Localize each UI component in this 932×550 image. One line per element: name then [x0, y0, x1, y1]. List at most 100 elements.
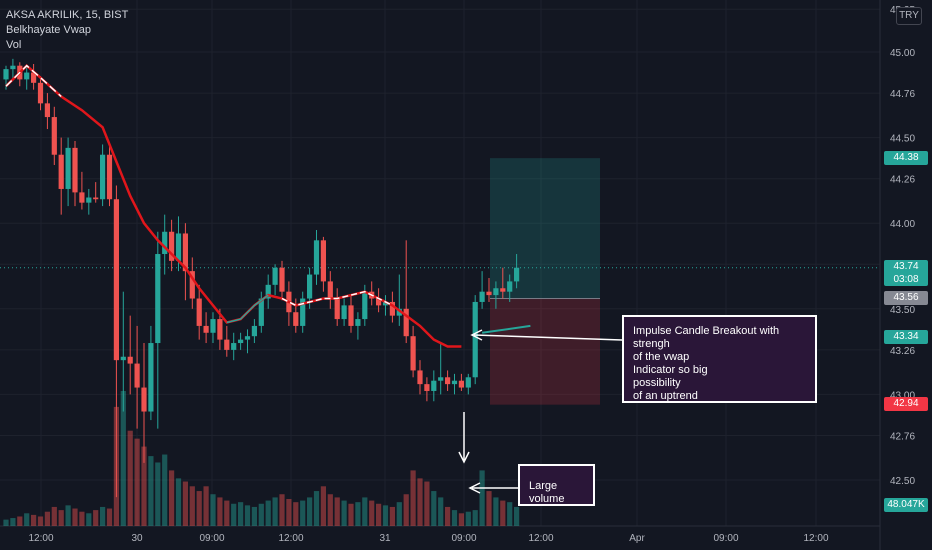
volume-bar: [417, 478, 423, 526]
time-tick-label: 12:00: [803, 533, 828, 544]
volume-bar: [51, 506, 57, 526]
price-tick-label: 42.50: [890, 476, 915, 487]
candle-body: [244, 336, 251, 340]
candle-body: [341, 305, 347, 320]
candle-body: [313, 240, 320, 275]
candle-body: [141, 387, 147, 412]
volume-bar: [127, 430, 133, 526]
candle-body: [79, 192, 85, 203]
price-tick-label: 45.00: [890, 48, 915, 59]
vwap-overlay: [226, 294, 269, 324]
annotation-line: possibility: [633, 377, 681, 389]
volume-bar: [465, 511, 471, 526]
volume-bar: [148, 456, 154, 526]
candle-body: [355, 319, 361, 326]
volume-bar: [472, 510, 478, 526]
candle-body: [120, 356, 126, 361]
volume-bar: [355, 502, 361, 526]
currency-badge[interactable]: TRY: [896, 7, 922, 25]
volume-bar: [210, 494, 216, 526]
volume-bar: [431, 491, 437, 526]
bar-countdown: 03:08: [893, 274, 919, 285]
candle-body: [24, 72, 30, 80]
candle-body: [320, 240, 326, 282]
candle-body: [93, 197, 99, 200]
candle-body: [162, 231, 168, 255]
vwap-line: [5, 63, 462, 348]
candle-body: [72, 147, 78, 193]
candle-body: [100, 154, 106, 200]
time-tick-label: 12:00: [28, 533, 53, 544]
volume-bar: [65, 505, 71, 526]
candle-body: [507, 281, 513, 292]
volume-bar: [217, 497, 223, 526]
candle-body: [106, 154, 113, 200]
vwap-overlay: [281, 290, 393, 307]
candle-body: [196, 298, 202, 326]
volume-bar: [514, 506, 520, 526]
candle-body: [424, 384, 430, 391]
candle-body: [113, 199, 119, 361]
annotation-line: Impulse Candle Breakout with strengh: [633, 325, 780, 350]
price-tick-label: 44.26: [890, 175, 915, 186]
candle-body: [300, 298, 306, 326]
volume-bar: [451, 510, 458, 526]
candle-body: [334, 298, 340, 320]
volume-bar: [251, 506, 257, 526]
entry-price-tag: 43.56: [884, 291, 928, 305]
time-tick-label: Apr: [629, 533, 645, 544]
volume-bar: [182, 481, 188, 526]
volume-bar: [376, 503, 382, 526]
volume-bar: [93, 510, 99, 526]
candle-body: [3, 69, 9, 80]
candle-body: [175, 233, 182, 261]
price-tick-label: 44.76: [890, 89, 915, 100]
volume-value-tag: 48.047K: [884, 498, 928, 512]
candle-body: [500, 288, 506, 292]
candle-body: [37, 82, 44, 104]
volume-bar: [362, 497, 368, 526]
volume-bar: [507, 502, 513, 526]
candle-body: [389, 301, 395, 316]
candle-body: [362, 291, 368, 320]
vwap-price-tag: 43.34: [884, 330, 928, 344]
volume-bar: [17, 516, 23, 526]
candle-body: [403, 308, 409, 337]
last-price-tag: 43.74 03:08: [884, 260, 928, 286]
annotation-text: Large volume: [529, 480, 565, 505]
volume-bar: [265, 500, 271, 526]
candle-body: [410, 336, 416, 371]
volume-bar: [493, 497, 499, 526]
candle-body: [155, 254, 161, 344]
volume-bar: [396, 502, 402, 526]
volume-bar: [231, 503, 237, 526]
candle-body: [10, 65, 16, 70]
annotation-line: Indicator so big: [633, 364, 708, 376]
candle-body: [417, 370, 423, 385]
candle-body: [203, 325, 209, 333]
candle-body: [44, 103, 50, 118]
candle-body: [86, 197, 92, 203]
candle-body: [51, 117, 57, 155]
volume-bar: [403, 494, 409, 526]
annotation-line: of the vwap: [633, 351, 690, 363]
candle-body: [514, 267, 520, 282]
candle-body: [231, 343, 237, 350]
volume-bar: [438, 497, 444, 526]
candle-body: [376, 298, 382, 306]
volume-bar: [479, 470, 485, 526]
volume-bar: [286, 499, 292, 526]
volume-bar: [189, 486, 195, 526]
volume-bar: [10, 518, 16, 526]
stop-zone: [490, 298, 600, 405]
time-tick-label: 12:00: [528, 533, 553, 544]
candle-body: [272, 267, 278, 285]
volume-bar: [106, 508, 113, 526]
volume-bar: [369, 500, 375, 526]
volume-bar: [175, 478, 182, 526]
target-price-tag: 44.38: [884, 151, 928, 165]
volume-bar: [486, 491, 492, 526]
candle-body: [293, 312, 299, 326]
volume-bar: [320, 486, 326, 526]
